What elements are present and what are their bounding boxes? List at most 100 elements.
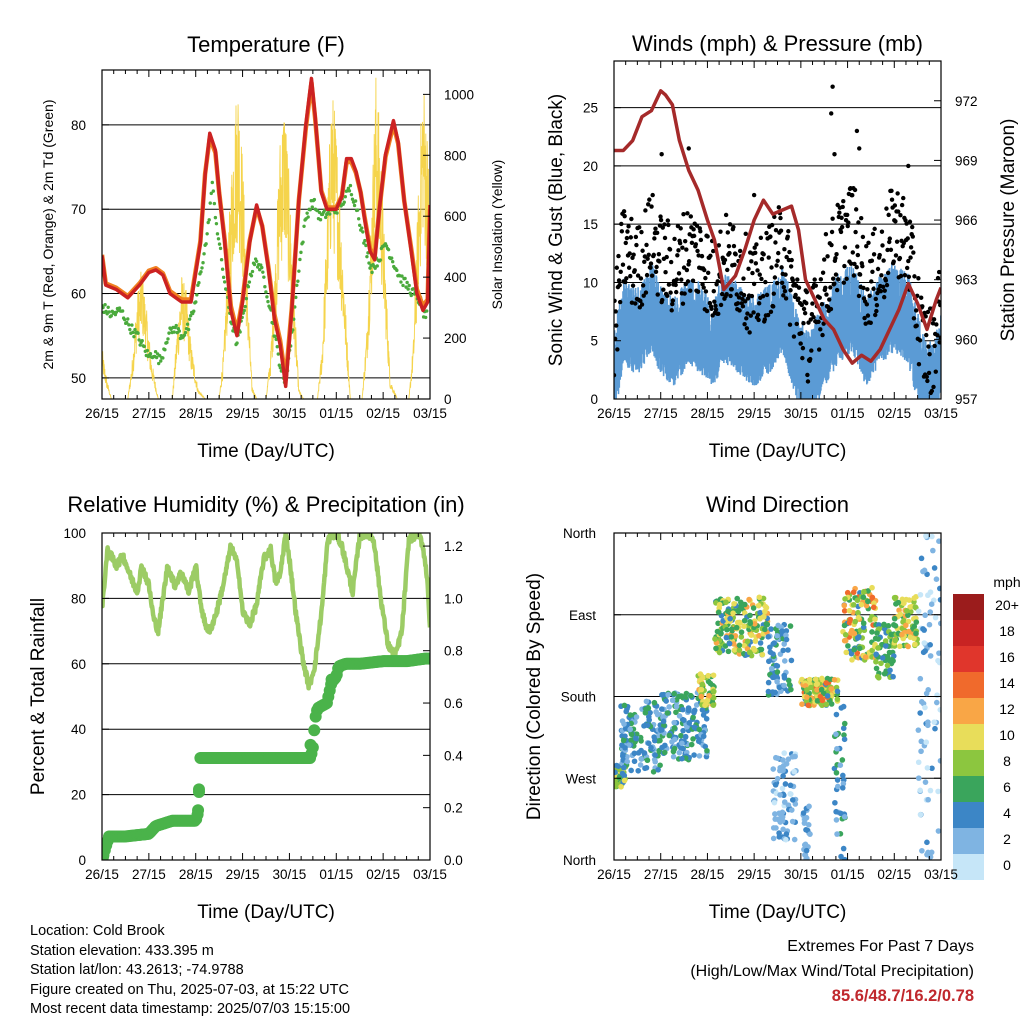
gust-point [912, 274, 917, 279]
y2-axis-label: Solar Insolation (Yellow) [489, 160, 505, 310]
dewpoint-point [148, 351, 153, 356]
direction-point [660, 718, 667, 725]
direction-point [895, 599, 902, 606]
direction-point [777, 792, 783, 798]
direction-point [671, 690, 677, 697]
gust-point [756, 317, 761, 323]
direction-point [645, 740, 652, 747]
gust-point [653, 226, 658, 231]
gust-point [870, 231, 876, 237]
gust-point [742, 321, 747, 327]
direction-point [781, 799, 788, 805]
gust-point [829, 229, 835, 235]
gust-point [817, 295, 822, 300]
dewpoint-point [137, 338, 141, 342]
x-axis-label: Time (Day/UTC) [709, 441, 847, 462]
gust-point [922, 310, 927, 316]
gust-point [916, 362, 922, 367]
direction-point [661, 691, 667, 698]
gust-point [878, 288, 884, 294]
direction-point [781, 750, 788, 756]
direction-point [652, 758, 658, 765]
gust-point [852, 261, 857, 267]
wind-direction-panel: Wind Direction mph 20+ 18 16 14 12 10 8 6 4 2 0 26/15… [524, 492, 1021, 923]
direction-point [757, 609, 763, 616]
extremes-subtitle: (High/Low/Max Wind/Total Precipitation) [690, 963, 974, 980]
direction-point [934, 692, 940, 698]
dewpoint-point [275, 345, 279, 349]
direction-point [756, 632, 762, 639]
direction-point [802, 841, 809, 848]
direction-point [903, 607, 910, 614]
direction-point [924, 765, 931, 771]
solar-insolation-line [102, 77, 430, 399]
gust-point [769, 222, 775, 228]
dewpoint-point [106, 305, 110, 309]
direction-point [891, 615, 898, 622]
dewpoint-point [305, 211, 309, 215]
y2-tick-label: 200 [444, 331, 467, 346]
gust-point [643, 290, 649, 295]
gust-point [639, 229, 644, 235]
gust-point [764, 230, 769, 236]
direction-point [628, 731, 635, 738]
gust-point [656, 252, 662, 257]
dewpoint-point [318, 218, 323, 222]
colorbar-swatch [953, 646, 984, 672]
dewpoint-point [335, 211, 339, 215]
direction-point [696, 753, 703, 759]
y-tick-label: 15 [583, 217, 598, 232]
direction-point [779, 809, 786, 816]
direction-point [818, 686, 825, 693]
direction-point [785, 802, 792, 808]
gust-point [676, 248, 681, 253]
dewpoint-point [130, 323, 134, 327]
gust-point [897, 255, 903, 261]
dewpoint-point [102, 305, 105, 310]
gust-point [931, 384, 936, 390]
dewpoint-point [161, 356, 165, 360]
direction-point [621, 702, 628, 709]
x-tick-label: 27/15 [132, 406, 166, 421]
dewpoint-point [356, 217, 361, 221]
y2-tick-label: 0.0 [444, 853, 463, 868]
direction-point [757, 615, 763, 622]
dewpoint-point [386, 247, 391, 252]
direction-point [715, 620, 721, 627]
gust-point [880, 284, 886, 290]
direction-point [621, 777, 628, 784]
gust-point [740, 304, 746, 309]
gust-point [614, 323, 619, 328]
direction-point [917, 710, 923, 716]
gust-point [877, 252, 882, 258]
direction-point [874, 630, 880, 636]
direction-point [792, 801, 799, 807]
gust-point [855, 252, 861, 258]
gust-point [879, 273, 884, 278]
dewpoint-point [204, 242, 208, 246]
direction-point [806, 676, 813, 683]
dewpoint-point [207, 218, 211, 222]
y-tick-label: 40 [71, 722, 86, 737]
colorbar-label: 8 [1003, 753, 1011, 769]
direction-point [865, 598, 871, 605]
dewpoint-point [349, 192, 354, 197]
gust-point [894, 239, 900, 244]
direction-point [622, 725, 629, 732]
direction-point [869, 629, 875, 635]
direction-point [800, 810, 807, 816]
gust-point [702, 267, 707, 273]
dewpoint-point [389, 256, 394, 260]
gust-point [888, 247, 894, 252]
gust-point [718, 302, 724, 308]
gust-point [731, 224, 736, 230]
direction-point [748, 632, 755, 638]
gust-point [634, 242, 639, 248]
gust-point [873, 296, 878, 302]
gust-point [801, 306, 807, 312]
dewpoint-point [302, 224, 306, 228]
direction-point [841, 736, 848, 743]
dewpoint-point [262, 275, 266, 279]
direction-point [770, 766, 777, 772]
gust-point [744, 316, 749, 321]
